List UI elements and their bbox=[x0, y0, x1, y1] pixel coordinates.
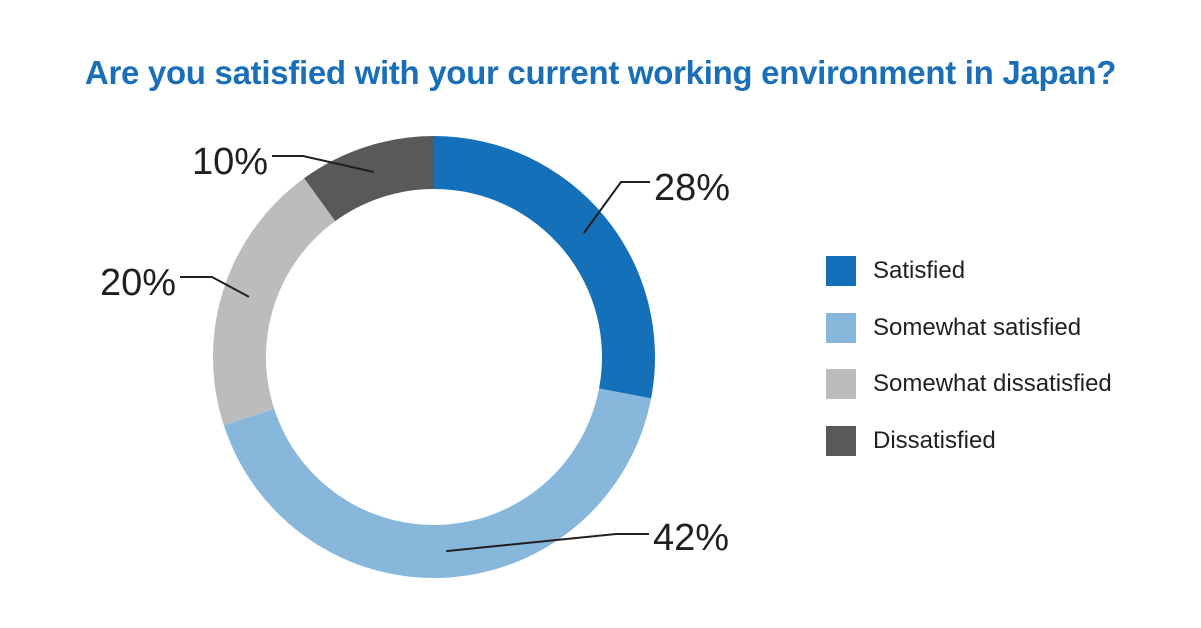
data-label-somewhat-satisfied: 42% bbox=[653, 517, 729, 559]
legend-swatch-somewhat-dissatisfied bbox=[826, 369, 856, 399]
leader-line-somewhat-satisfied bbox=[446, 533, 649, 553]
legend-swatch-somewhat-satisfied bbox=[826, 312, 856, 343]
legend-label-dissatisfied: Dissatisfied bbox=[873, 426, 996, 454]
legend-label-somewhat-dissatisfied: Somewhat dissatisfied bbox=[873, 370, 1112, 397]
donut-slice-satisfied bbox=[434, 136, 656, 399]
donut-slice-dissatisfied bbox=[304, 136, 434, 222]
chart-legend: Satisfied Somewhat satisfied Somewhat di… bbox=[826, 256, 1112, 482]
data-label-somewhat-dissatisfied: 20% bbox=[100, 262, 176, 304]
legend-swatch-satisfied bbox=[826, 256, 856, 286]
legend-swatch-dissatisfied bbox=[826, 425, 856, 456]
legend-item-dissatisfied: Dissatisfied bbox=[826, 425, 1112, 456]
leader-line-somewhat-dissatisfied bbox=[180, 276, 250, 298]
donut-slice-somewhat-dissatisfied bbox=[212, 178, 336, 426]
legend-item-somewhat-dissatisfied: Somewhat dissatisfied bbox=[826, 369, 1112, 399]
data-label-dissatisfied: 10% bbox=[192, 141, 268, 183]
leader-line-dissatisfied bbox=[272, 155, 375, 173]
legend-item-satisfied: Satisfied bbox=[826, 256, 1112, 286]
donut-slice-somewhat-satisfied bbox=[223, 388, 652, 579]
legend-label-somewhat-satisfied: Somewhat satisfied bbox=[873, 313, 1082, 341]
chart-title: Are you satisfied with your current work… bbox=[84, 54, 1117, 91]
data-label-satisfied: 28% bbox=[654, 167, 730, 209]
leader-line-satisfied bbox=[583, 181, 650, 234]
legend-item-somewhat-satisfied: Somewhat satisfied bbox=[826, 312, 1112, 343]
legend-label-satisfied: Satisfied bbox=[873, 257, 966, 284]
